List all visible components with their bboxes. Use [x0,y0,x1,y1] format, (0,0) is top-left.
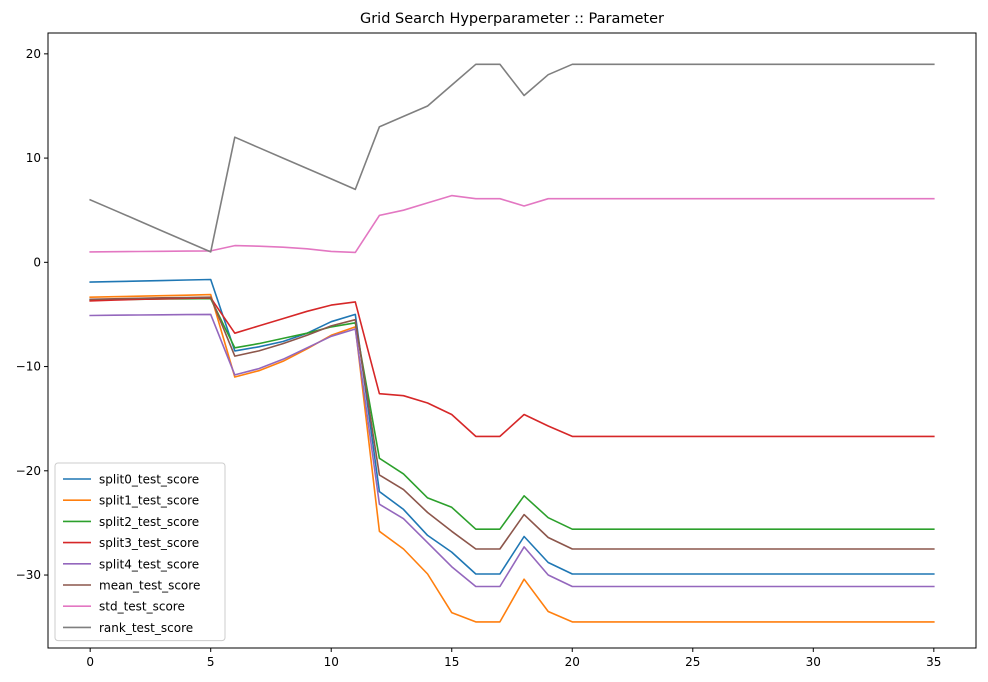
y-tick-label: −20 [16,464,41,478]
y-axis: −30 −20 −10 0 10 20 [16,47,48,582]
x-tick-label: 10 [324,655,339,669]
series-lines [89,63,935,623]
y-tick-label: 10 [26,151,41,165]
x-tick-label: 0 [86,655,94,669]
x-tick-label: 25 [685,655,700,669]
series-line-std-test-score [89,194,935,254]
x-axis: 0 5 10 15 20 25 30 35 [86,648,941,669]
x-tick-label: 30 [806,655,821,669]
legend-entry: std_test_score [99,600,185,614]
x-tick-label: 20 [565,655,580,669]
y-tick-label: 0 [33,255,41,269]
legend-entry: split1_test_score [99,494,199,508]
legend-entry: split0_test_score [99,473,199,487]
legend-entry: rank_test_score [99,621,193,635]
y-tick-label: −10 [16,360,41,374]
series-line-mean-test-score [89,296,935,550]
series-line-rank-test-score [89,63,935,253]
x-tick-label: 35 [926,655,941,669]
legend-entry: split3_test_score [99,536,199,550]
legend-box [54,462,226,642]
y-tick-label: 20 [26,47,41,61]
legend-entry: split4_test_score [99,557,199,571]
plot-area [47,32,977,649]
series-line-split3-test-score [89,296,935,438]
x-tick-label: 15 [444,655,459,669]
series-line-split2-test-score [89,297,935,531]
legend-entry: mean_test_score [99,579,200,593]
legend-entry: split2_test_score [99,515,199,529]
series-line-split4-test-score [89,313,935,588]
x-tick-label: 5 [207,655,215,669]
legend: split0_test_score split1_test_score split2… [54,462,226,642]
y-tick-label: −30 [16,568,41,582]
chart-title: Grid Search Hyperparameter :: Parameter [360,11,664,27]
axes-frame [47,32,977,649]
